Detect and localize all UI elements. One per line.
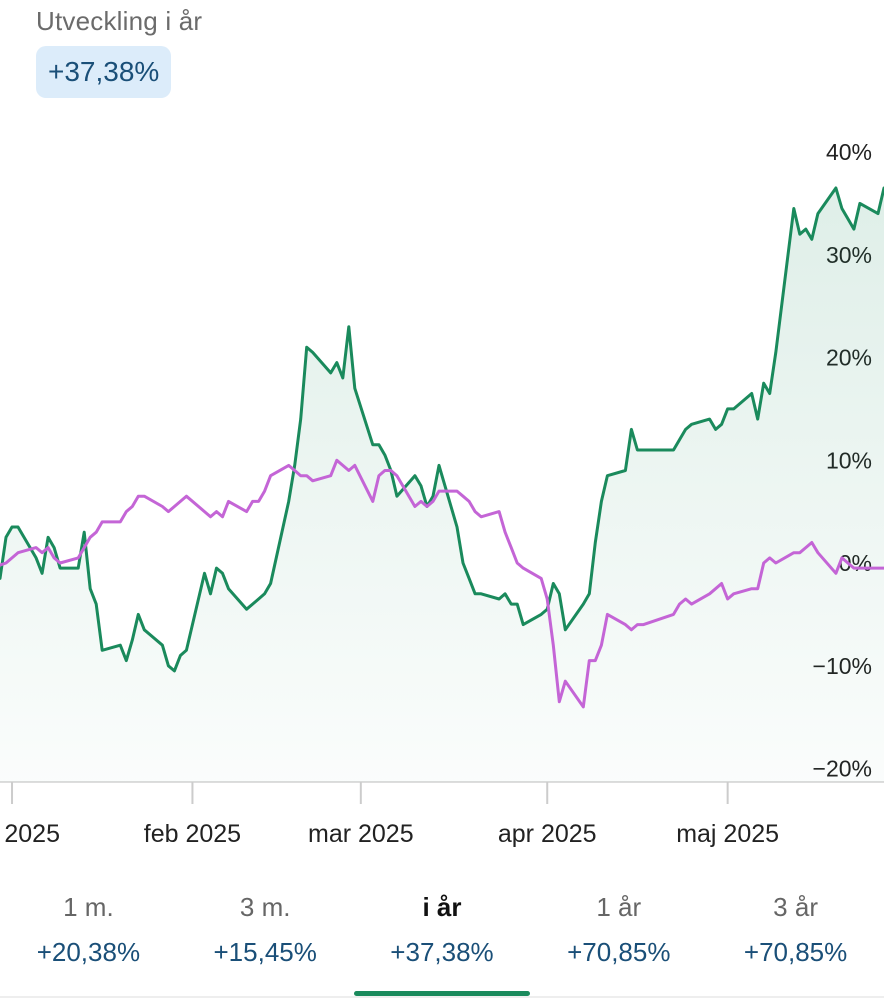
period-value: +15,45%	[213, 937, 317, 967]
period-tab-1y[interactable]: 1 år +70,85%	[530, 880, 707, 1000]
series-area-fill	[0, 188, 884, 782]
bottom-border	[0, 996, 884, 998]
y-tick-label: 40%	[826, 139, 872, 165]
period-tab-1m[interactable]: 1 m. +20,38%	[0, 880, 177, 1000]
period-label: 3 m.	[239, 892, 291, 922]
period-tab-3y[interactable]: 3 år +70,85%	[707, 880, 884, 1000]
period-tab-ytd[interactable]: i år +37,38%	[353, 880, 531, 1000]
x-tick-label: feb 2025	[144, 820, 241, 848]
change-badge: +37,38%	[36, 46, 172, 98]
series-line-index	[0, 458, 884, 709]
x-tick-label: jan 2025	[0, 820, 60, 848]
period-value: +37,38%	[390, 937, 494, 967]
period-label: 3 år	[773, 892, 818, 922]
period-selector: 1 m. +20,38% 3 m. +15,45% i år +37,38% 1…	[0, 880, 884, 1000]
period-label: 1 m.	[63, 892, 114, 922]
period-tab-3m[interactable]: 3 m. +15,45%	[177, 880, 354, 1000]
period-label: i år	[422, 892, 462, 922]
performance-chart[interactable]: jan 2025 feb 2025 mar 2025 apr 2025 maj 2025…	[0, 0, 884, 875]
active-tab-indicator	[353, 991, 530, 996]
series-line-primary	[0, 186, 884, 673]
period-label: 1 år	[596, 892, 642, 922]
period-value: +70,85%	[743, 937, 848, 967]
period-value: +70,85%	[567, 937, 671, 967]
x-tick-label: maj 2025	[676, 820, 779, 848]
x-tick-label: apr 2025	[498, 820, 597, 848]
period-value: +20,38%	[36, 937, 141, 967]
chart-header-label: Utveckling i år	[36, 6, 203, 36]
x-tick-label: mar 2025	[308, 820, 414, 848]
